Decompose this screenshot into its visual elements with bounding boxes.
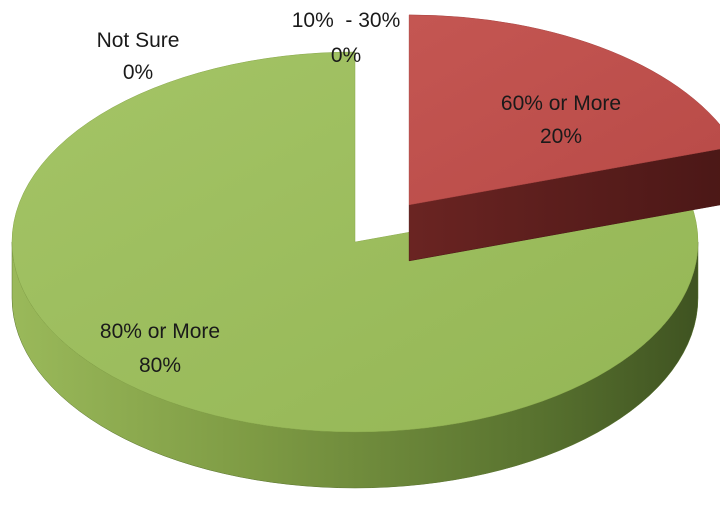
pie-slice-60-or-more	[408, 14, 720, 262]
data-label-80-or-more: 80% or More 80%	[100, 320, 220, 377]
pie-slice-60-or-more-top	[408, 14, 720, 206]
data-label-10-30-value: 0%	[331, 44, 361, 67]
data-label-10-30-category: 10% - 30%	[292, 9, 401, 32]
data-label-60-or-more: 60% or More 20%	[501, 92, 621, 148]
pie-slice-80-or-more	[11, 51, 699, 489]
data-label-80-or-more-value: 80%	[139, 354, 181, 377]
data-label-not-sure-category: Not Sure	[97, 29, 180, 52]
data-label-60-or-more-category: 60% or More	[501, 92, 621, 115]
data-label-10-30: 10% - 30% 0%	[292, 9, 401, 67]
data-label-not-sure: Not Sure 0%	[97, 29, 180, 84]
data-label-not-sure-value: 0%	[123, 61, 153, 84]
data-label-60-or-more-value: 20%	[540, 125, 582, 148]
pie-slice-80-or-more-top	[11, 51, 699, 433]
data-label-80-or-more-category: 80% or More	[100, 320, 220, 343]
